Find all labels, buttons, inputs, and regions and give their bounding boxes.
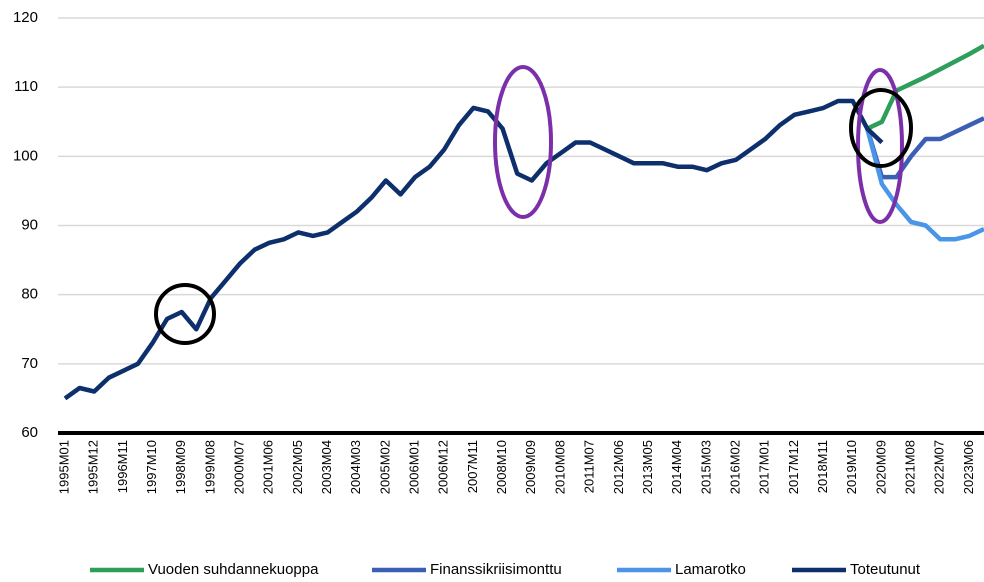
x-tick-label: 2007M11: [465, 440, 480, 493]
y-tick-label: 70: [21, 355, 38, 372]
annotation-ellipse: [493, 65, 553, 219]
x-tick-label: 2001M06: [261, 440, 276, 494]
x-tick-label: 1996M11: [115, 440, 130, 493]
x-tick-label: 2000M07: [231, 440, 246, 494]
x-tick-label: 2006M12: [436, 440, 451, 494]
y-tick-label: 80: [21, 286, 38, 303]
annotation-ellipse: [856, 68, 904, 224]
x-tick-label: 2017M01: [757, 440, 772, 494]
legend-label: Finanssikriisimonttu: [430, 561, 562, 578]
series-line: [865, 128, 984, 242]
x-tick-label: 2011M07: [582, 440, 597, 493]
x-tick-label: 2010M08: [552, 440, 567, 494]
x-tick-label: 2012M06: [611, 440, 626, 494]
plot-area: 60 70 80 90 100 110 120 1995M01 1995M12 1996M11 19…: [13, 9, 984, 494]
x-tick-label: 1997M10: [144, 440, 159, 494]
x-tick-label: 2008M10: [494, 440, 509, 494]
legend-label: Lamarotko: [675, 561, 746, 578]
x-tick-label: 2018M11: [815, 440, 830, 493]
annotation-circle: [849, 88, 913, 168]
x-tick-label: 1998M09: [173, 440, 188, 494]
legend-label: Vuoden suhdannekuoppa: [148, 561, 319, 578]
series-line: [63, 98, 884, 401]
x-tick-label: 1999M08: [202, 440, 217, 494]
y-tick-label: 110: [14, 78, 38, 95]
x-tick-label: 2021M08: [903, 440, 918, 494]
x-tick-label: 1995M12: [86, 440, 101, 494]
x-tick-label: 2002M05: [290, 440, 305, 494]
x-tick-label: 2019M10: [844, 440, 859, 494]
x-tick-label: 2022M07: [932, 440, 947, 494]
y-tick-label: 120: [13, 9, 38, 26]
x-tick-label: 2013M05: [640, 440, 655, 494]
y-tick-label: 100: [13, 147, 38, 164]
x-tick-label: 2005M02: [377, 440, 392, 494]
series-line: [866, 43, 984, 131]
y-tick-label: 90: [21, 216, 38, 233]
x-tick-label: 2003M04: [319, 440, 334, 494]
x-tick-label: 2017M12: [786, 440, 801, 494]
annotation-circle: [154, 283, 216, 345]
x-tick-label: 2020M09: [873, 440, 888, 494]
x-tick-label: 2016M02: [727, 440, 742, 494]
x-tick-label: 2004M03: [348, 440, 363, 494]
series-line: [865, 116, 984, 180]
x-tick-label: 2014M04: [669, 440, 684, 494]
x-tick-label: 2009M09: [523, 440, 538, 494]
x-tick-label: 2006M01: [407, 440, 422, 494]
x-tick-label: 2023M06: [961, 440, 976, 494]
y-tick-label: 60: [21, 424, 38, 441]
x-tick-label: 1995M01: [56, 440, 71, 494]
legend-label: Toteutunut: [850, 561, 921, 578]
x-tick-label: 2015M03: [698, 440, 713, 494]
